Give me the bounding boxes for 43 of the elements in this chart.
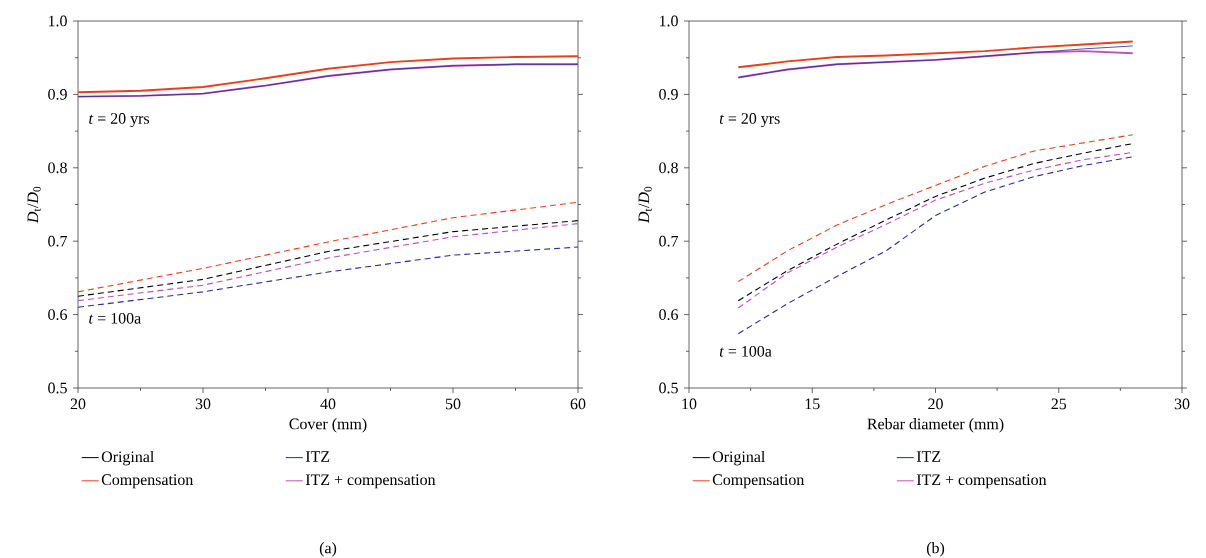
x-tick-label: 20 [70, 398, 86, 410]
annotation: t = 100a [89, 312, 141, 324]
line-series [737, 156, 1134, 335]
y-tick-label: 1.0 [48, 15, 67, 27]
y-tick-label: 0.6 [48, 309, 68, 321]
annotation: t = 100a [719, 345, 772, 357]
legend-label: Compensation [712, 474, 805, 489]
y-tick-label: 0.6 [659, 309, 679, 321]
legend-label: ITZ [916, 451, 941, 462]
y-tick-label: 0.7 [659, 235, 679, 247]
y-tick-label: 0.8 [48, 162, 67, 174]
annotation: t = 20 yrs [719, 113, 780, 128]
x-tick-label: 30 [195, 398, 211, 410]
line-series [77, 55, 579, 94]
x-tick-label: 50 [445, 398, 461, 410]
legend-label: Compensation [101, 474, 194, 489]
x-tick-label: 25 [1051, 398, 1067, 410]
x-axis-title: Rebar diameter (mm) [867, 418, 1004, 433]
y-tick-label: 1.0 [659, 15, 678, 27]
y-tick-label: 0.9 [48, 89, 67, 100]
line-series [77, 201, 579, 293]
x-tick-label: 10 [682, 398, 697, 410]
text: (b) [926, 542, 945, 557]
legend-label: ITZ + compensation [305, 474, 436, 489]
y-tick-label: 0.7 [48, 235, 68, 247]
x-axis-title: Cover (mm) [289, 418, 367, 433]
text: (a) [319, 542, 337, 557]
legend-label: Original [712, 450, 765, 466]
x-tick-label: 30 [1174, 398, 1190, 410]
legend-label: Original [101, 450, 154, 466]
annotation: t = 20 yrs [89, 113, 150, 128]
y-tick-label: 0.8 [659, 162, 678, 174]
y-tick-label: 0.5 [659, 382, 678, 394]
x-tick-label: 15 [805, 398, 820, 410]
x-tick-label: 60 [570, 398, 586, 410]
x-tick-label: 40 [320, 398, 336, 410]
line-series [77, 246, 579, 308]
x-tick-label: 20 [928, 398, 943, 410]
y-tick-label: 0.9 [659, 89, 678, 100]
line-series [77, 63, 579, 97]
y-tick-label: 0.5 [48, 382, 67, 394]
legend-label: ITZ + compensation [916, 474, 1047, 489]
legend-label: ITZ [305, 451, 330, 462]
